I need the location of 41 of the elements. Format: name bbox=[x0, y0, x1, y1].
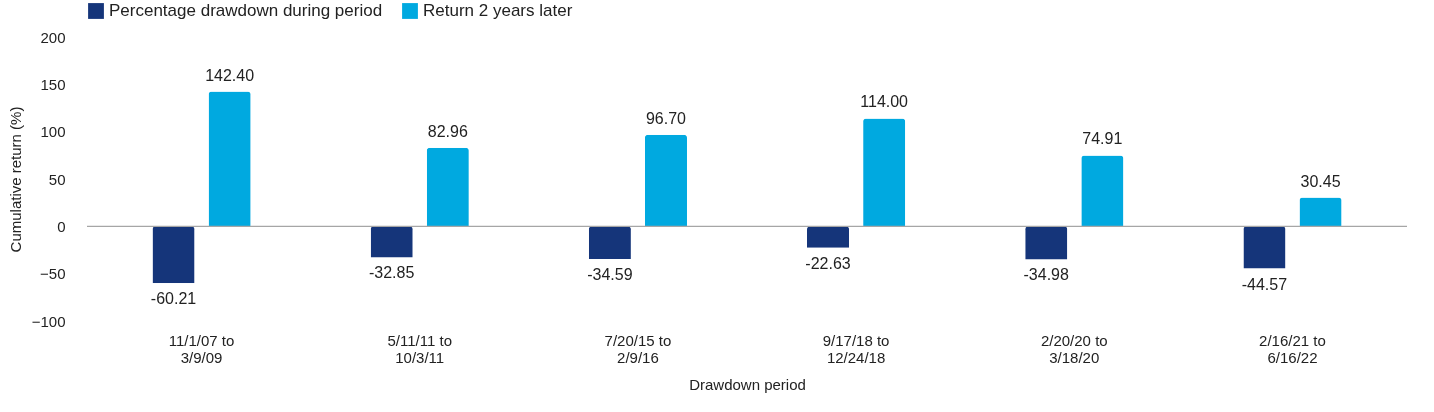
bar bbox=[1299, 197, 1342, 227]
bar bbox=[588, 226, 631, 260]
data-label: -60.21 bbox=[150, 290, 197, 308]
data-label: 30.45 bbox=[1300, 172, 1341, 190]
y-tick-label: 0 bbox=[57, 217, 66, 235]
bar bbox=[208, 91, 251, 227]
legend-label: Return 2 years later bbox=[423, 1, 573, 20]
data-label: -22.63 bbox=[805, 254, 851, 272]
data-label: -34.98 bbox=[1023, 266, 1069, 284]
y-tick-label: 50 bbox=[48, 170, 66, 188]
y-tick-label: −50 bbox=[40, 265, 66, 283]
y-tick-label: −100 bbox=[31, 312, 66, 330]
data-label: 114.00 bbox=[860, 93, 909, 111]
bar bbox=[644, 134, 687, 227]
x-tick-label: 5/11/11 to 10/3/11 bbox=[387, 331, 452, 366]
data-label: 96.70 bbox=[645, 109, 687, 127]
bar bbox=[1025, 226, 1068, 260]
x-tick-label: 7/20/15 to 2/9/16 bbox=[604, 331, 672, 366]
bar bbox=[152, 226, 195, 284]
data-label: -44.57 bbox=[1241, 275, 1288, 293]
x-tick-label: 2/16/21 to 6/16/22 bbox=[1259, 331, 1326, 366]
data-label: -32.85 bbox=[368, 264, 415, 282]
data-label: 82.96 bbox=[427, 122, 468, 140]
bar bbox=[1081, 155, 1124, 227]
x-axis-title: Drawdown period bbox=[689, 375, 806, 393]
bar bbox=[863, 118, 906, 227]
data-label: 74.91 bbox=[1082, 130, 1123, 148]
legend-label: Percentage drawdown during period bbox=[109, 1, 383, 20]
bar bbox=[1243, 226, 1286, 269]
y-tick-label: 100 bbox=[40, 123, 66, 141]
bar bbox=[426, 147, 469, 227]
data-label: 142.40 bbox=[205, 66, 255, 84]
y-axis-title: Cumulative return (%) bbox=[6, 106, 24, 253]
data-label: -34.59 bbox=[587, 266, 633, 284]
x-tick-label: 9/17/18 to 12/24/18 bbox=[822, 331, 890, 366]
x-tick-label: 11/1/07 to 3/9/09 bbox=[168, 331, 235, 366]
y-tick-label: 200 bbox=[40, 28, 66, 46]
x-tick-label: 2/20/20 to 3/18/20 bbox=[1040, 331, 1108, 366]
y-tick-label: 150 bbox=[40, 75, 66, 93]
bar bbox=[807, 226, 850, 248]
bar bbox=[370, 226, 413, 258]
